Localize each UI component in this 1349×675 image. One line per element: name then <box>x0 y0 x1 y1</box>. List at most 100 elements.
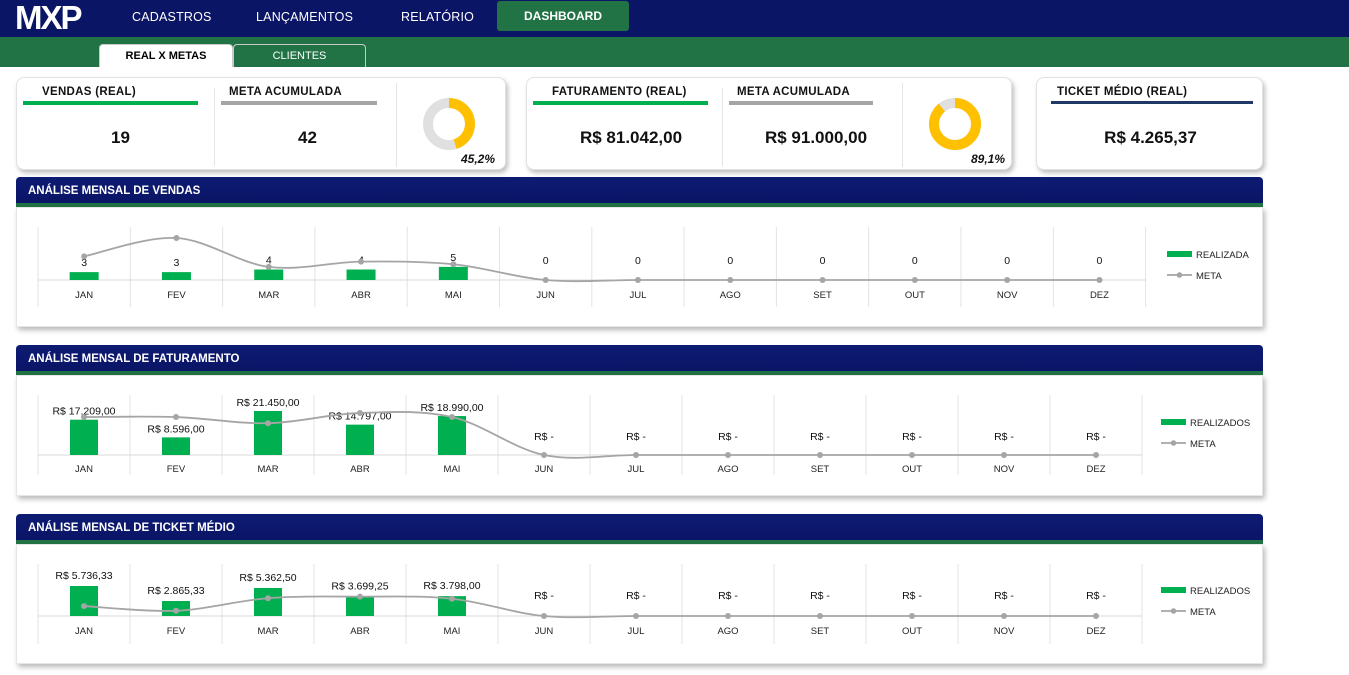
meta-line <box>83 595 1096 619</box>
legend-bar-label: REALIZADA <box>1196 250 1249 261</box>
x-tick-label-abr: ABR <box>350 464 370 475</box>
x-tick-label-ago: AGO <box>720 290 741 301</box>
x-tick-label-jun: JUN <box>536 290 555 301</box>
section-title-faturamento: ANÁLISE MENSAL DE FATURAMENTO <box>28 353 240 365</box>
x-tick-label-ago: AGO <box>717 626 738 637</box>
meta-point-fev <box>173 414 179 421</box>
tab-clientes[interactable]: CLIENTES <box>233 44 366 67</box>
meta-point-ago <box>725 613 731 619</box>
data-label-jun: 0 <box>543 255 549 267</box>
data-label-set: 0 <box>820 255 826 267</box>
x-tick-label-out: OUT <box>905 290 925 301</box>
meta-point-set <box>817 452 823 458</box>
x-tick-label-mai: MAI <box>445 290 462 301</box>
tab-real-x-metas[interactable]: REAL X METAS <box>99 44 233 67</box>
vendas-underline <box>23 101 198 105</box>
donut-progress-arc <box>423 98 475 150</box>
meta-point-nov <box>1001 452 1007 458</box>
nav-dashboard-button[interactable]: DASHBOARD <box>497 1 629 31</box>
data-label-dez: 0 <box>1097 255 1103 267</box>
chart-bar-mai <box>438 416 466 455</box>
meta-line <box>83 237 1100 283</box>
meta-point-mar <box>265 595 271 602</box>
x-tick-label-set: SET <box>811 464 830 475</box>
meta-point-out <box>909 452 915 458</box>
data-label-mar: R$ 5.362,50 <box>239 572 296 584</box>
meta-point-jan <box>81 253 88 260</box>
data-label-ago: R$ - <box>718 431 738 443</box>
nav-lancamentos[interactable]: LANÇAMENTOS <box>256 10 354 24</box>
x-tick-label-ago: AGO <box>717 464 738 475</box>
chart-vendas: JAN3FEV3MAR4ABR4MAI5JUN0JUL0AGO0SET0OUT0… <box>37 227 1249 307</box>
meta-point-ago <box>727 277 734 283</box>
x-tick-label-jan: JAN <box>75 626 93 637</box>
data-label-ago: 0 <box>727 255 733 267</box>
data-label-mai: R$ 3.798,00 <box>423 580 480 592</box>
x-tick-label-nov: NOV <box>994 464 1015 475</box>
x-tick-label-nov: NOV <box>997 290 1018 301</box>
vendas-value: 19 <box>111 128 130 147</box>
legend-bar-swatch <box>1161 419 1186 425</box>
x-tick-label-dez: DEZ <box>1087 464 1106 475</box>
meta-point-jul <box>633 452 639 458</box>
divider <box>902 83 903 167</box>
meta-point-abr <box>358 258 365 265</box>
meta-faturamento-label: META ACUMULADA <box>737 86 851 98</box>
x-tick-label-fev: FEV <box>167 464 186 475</box>
x-tick-label-jan: JAN <box>75 464 93 475</box>
chart-faturamento: JAN R$ 17.209,00 FEV R$ 8.596,00 MAR R$ 21.45… <box>37 395 1250 475</box>
meta-point-jun <box>541 613 547 619</box>
data-label-abr: R$ 3.699,25 <box>331 581 388 593</box>
x-tick-label-dez: DEZ <box>1087 626 1106 637</box>
vendas-percent: 45,2% <box>461 152 496 166</box>
donut-progress-arc <box>929 98 981 150</box>
x-tick-label-abr: ABR <box>350 626 370 637</box>
data-label-jul: 0 <box>635 255 641 267</box>
chart-bar-mar <box>254 587 282 616</box>
meta-point-dez <box>1093 452 1099 458</box>
x-tick-label-out: OUT <box>902 626 922 637</box>
meta-point-dez <box>1093 613 1099 619</box>
chart-bar-fev <box>161 272 191 280</box>
ticket-label: TICKET MÉDIO (REAL) <box>1057 86 1188 98</box>
x-tick-label-mar: MAR <box>257 464 278 475</box>
section-title-vendas: ANÁLISE MENSAL DE VENDAS <box>28 185 201 197</box>
x-tick-label-mai: MAI <box>444 464 461 475</box>
nav-cadastros[interactable]: CADASTROS <box>132 10 212 24</box>
x-tick-label-jul: JUL <box>628 626 645 637</box>
legend-bar-swatch <box>1167 251 1192 257</box>
meta-point-abr <box>357 593 363 600</box>
chart-faturamento-panel: JAN R$ 17.209,00 FEV R$ 8.596,00 MAR R$ 21.45… <box>16 375 1263 496</box>
chart-ticket-panel: JAN R$ 5.736,33 FEV R$ 2.865,33 MAR R$ 5.362,… <box>16 544 1263 664</box>
meta-point-out <box>911 277 918 283</box>
data-label-mai: R$ 18.990,00 <box>420 402 483 414</box>
data-label-jan: R$ 5.736,33 <box>55 570 112 582</box>
chart-bar-mai <box>438 266 468 280</box>
x-tick-label-jul: JUL <box>629 290 646 301</box>
data-label-jul: R$ - <box>626 431 646 443</box>
chart-bar-jan <box>70 419 98 455</box>
legend-line-marker <box>1170 608 1177 614</box>
data-label-out: 0 <box>912 255 918 267</box>
section-header-vendas: ANÁLISE MENSAL DE VENDAS <box>16 177 1263 208</box>
data-label-out: R$ - <box>902 590 922 602</box>
nav-relatorio[interactable]: RELATÓRIO <box>401 10 475 24</box>
faturamento-percent: 89,1% <box>971 152 1006 166</box>
meta-vendas-underline <box>221 101 377 105</box>
data-label-mai: 5 <box>450 252 456 264</box>
x-tick-label-nov: NOV <box>994 626 1015 637</box>
meta-point-nov <box>1004 277 1011 283</box>
section-header-ticket: ANÁLISE MENSAL DE TICKET MÉDIO <box>16 514 1263 545</box>
meta-line <box>83 411 1096 459</box>
chart-bar-fev <box>162 437 190 455</box>
data-label-fev: 3 <box>174 257 180 269</box>
chart-bar-abr <box>346 596 374 616</box>
kpi-card-vendas: VENDAS (REAL) 19 META ACUMULADA 42 45,2% <box>16 77 506 170</box>
meta-point-out <box>909 613 915 619</box>
meta-point-jan <box>81 414 87 421</box>
data-label-jun: R$ - <box>534 431 554 443</box>
meta-point-mai <box>450 261 457 268</box>
x-tick-label-mar: MAR <box>257 626 278 637</box>
data-label-nov: 0 <box>1004 255 1010 267</box>
